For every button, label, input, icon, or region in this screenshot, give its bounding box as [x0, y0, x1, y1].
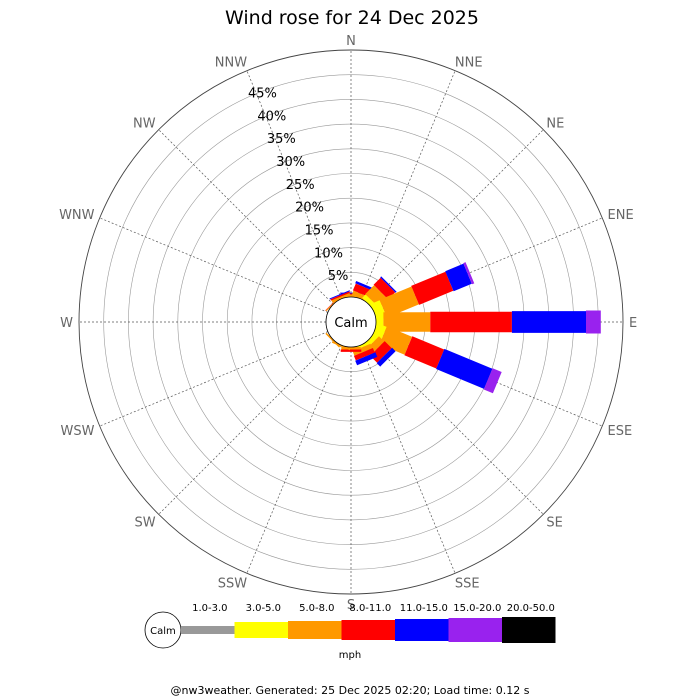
direction-label-w: W	[60, 316, 73, 331]
grid-spoke-wnw	[99, 217, 329, 313]
direction-label-nw: NW	[133, 117, 156, 132]
direction-label-sse: SSE	[455, 577, 480, 592]
radial-tick-label: 30%	[276, 155, 305, 170]
bar-se-11.0-15.0	[376, 347, 396, 367]
legend-label-3.0-5.0: 3.0-5.0	[246, 603, 281, 614]
calm-label: Calm	[334, 316, 367, 331]
legend-label-11.0-15.0: 11.0-15.0	[400, 603, 448, 614]
legend: Calm mph 1.0-3.0 3.0-5.0 5.0-8.0 8.0-11.0 11…	[144, 603, 556, 661]
chart-title: Wind rose for 24 Dec 2025	[225, 7, 479, 29]
bar-ne-8.0-11.0	[373, 277, 396, 300]
grid-spoke-nnw	[246, 70, 342, 300]
legend-calm-label: Calm	[150, 626, 176, 637]
radial-tick-label: 5%	[328, 269, 349, 284]
legend-swatch-15.0-20.0	[448, 618, 502, 642]
direction-label-se: SE	[546, 515, 562, 530]
legend-label-1.0-3.0: 1.0-3.0	[192, 603, 227, 614]
bar-sw-5.0-8.0	[325, 332, 341, 348]
bar-ene-8.0-11.0	[411, 271, 454, 305]
bar-ene-15.0-20.0	[463, 262, 475, 285]
grid-spoke-sse	[360, 344, 456, 574]
grid-spoke-ne	[368, 129, 544, 305]
radial-tick-label: 20%	[295, 201, 324, 216]
grid-spoke-sw	[158, 339, 334, 515]
legend-label-5.0-8.0: 5.0-8.0	[299, 603, 334, 614]
footer-text: @nw3weather. Generated: 25 Dec 2025 02:2…	[171, 684, 530, 697]
bar-nnw-11.0-15.0	[329, 290, 350, 300]
bar-nnw-8.0-11.0	[330, 291, 350, 301]
wind-bars	[325, 262, 601, 394]
bar-ese-8.0-11.0	[404, 336, 445, 369]
legend-label-8.0-11.0: 8.0-11.0	[349, 603, 391, 614]
legend-swatch-5.0-8.0	[288, 621, 342, 639]
bar-nnw-5.0-8.0	[331, 292, 351, 303]
radial-tick-label: 40%	[257, 109, 286, 124]
bar-ese-11.0-15.0	[436, 348, 493, 389]
grid-spoke-nne	[360, 70, 456, 300]
radial-tick-labels: 5% 10% 15% 20% 25% 30% 35% 40% 45%	[248, 87, 348, 285]
direction-label-n: N	[346, 34, 356, 49]
direction-label-e: E	[629, 316, 637, 331]
calm-circle	[325, 296, 377, 348]
grid-spoke-se	[368, 339, 544, 515]
direction-label-nne: NNE	[455, 56, 483, 71]
bar-e-5.0-8.0	[383, 312, 431, 332]
bar-sse-5.0-8.0	[352, 343, 373, 356]
grid-spoke-wsw	[99, 331, 329, 427]
grid-ring	[78, 49, 624, 595]
radial-tick-label: 45%	[248, 87, 277, 102]
direction-label-ese: ESE	[608, 424, 633, 439]
direction-label-ene: ENE	[608, 208, 634, 223]
direction-label-ne: NE	[546, 117, 564, 132]
grid-spoke-nw	[158, 129, 334, 305]
bar-e-8.0-11.0	[430, 311, 512, 333]
bar-ene-11.0-15.0	[445, 263, 472, 292]
radial-tick-label: 35%	[267, 132, 296, 147]
legend-label-20.0-50.0: 20.0-50.0	[507, 603, 555, 614]
direction-label-s: S	[347, 598, 355, 613]
legend-swatch-20.0-50.0	[502, 617, 556, 643]
legend-swatch-11.0-15.0	[395, 619, 449, 641]
radial-tick-label: 15%	[305, 223, 334, 238]
bar-sse-11.0-15.0	[355, 352, 378, 366]
bar-e-11.0-15.0	[511, 311, 586, 333]
direction-label-wnw: WNW	[59, 208, 95, 223]
bar-ese-15.0-20.0	[483, 368, 502, 394]
bar-s-8.0-11.0	[340, 349, 362, 352]
direction-label-nnw: NNW	[215, 56, 247, 71]
direction-labels: N NNE NE ENE E ESE SE SSE S SSW SW WSW W WNW NW NNW	[59, 34, 637, 613]
radial-tick-label: 10%	[314, 246, 343, 261]
bar-sse-8.0-11.0	[353, 348, 375, 361]
direction-label-sw: SW	[134, 515, 155, 530]
bar-ne-11.0-15.0	[380, 276, 397, 293]
bar-e-15.0-20.0	[586, 310, 601, 334]
legend-label-15.0-20.0: 15.0-20.0	[453, 603, 501, 614]
legend-swatch-1.0-3.0	[181, 626, 235, 634]
radial-tick-label: 25%	[286, 178, 315, 193]
legend-swatch-3.0-5.0	[234, 622, 288, 638]
bar-ene-5.0-8.0	[379, 286, 419, 318]
grid-spoke-ssw	[246, 344, 342, 574]
calm-circle-group: Calm	[325, 296, 377, 348]
legend-unit: mph	[339, 650, 361, 661]
direction-label-ssw: SSW	[218, 577, 248, 592]
legend-swatch-8.0-11.0	[341, 620, 395, 640]
direction-label-wsw: WSW	[61, 424, 95, 439]
